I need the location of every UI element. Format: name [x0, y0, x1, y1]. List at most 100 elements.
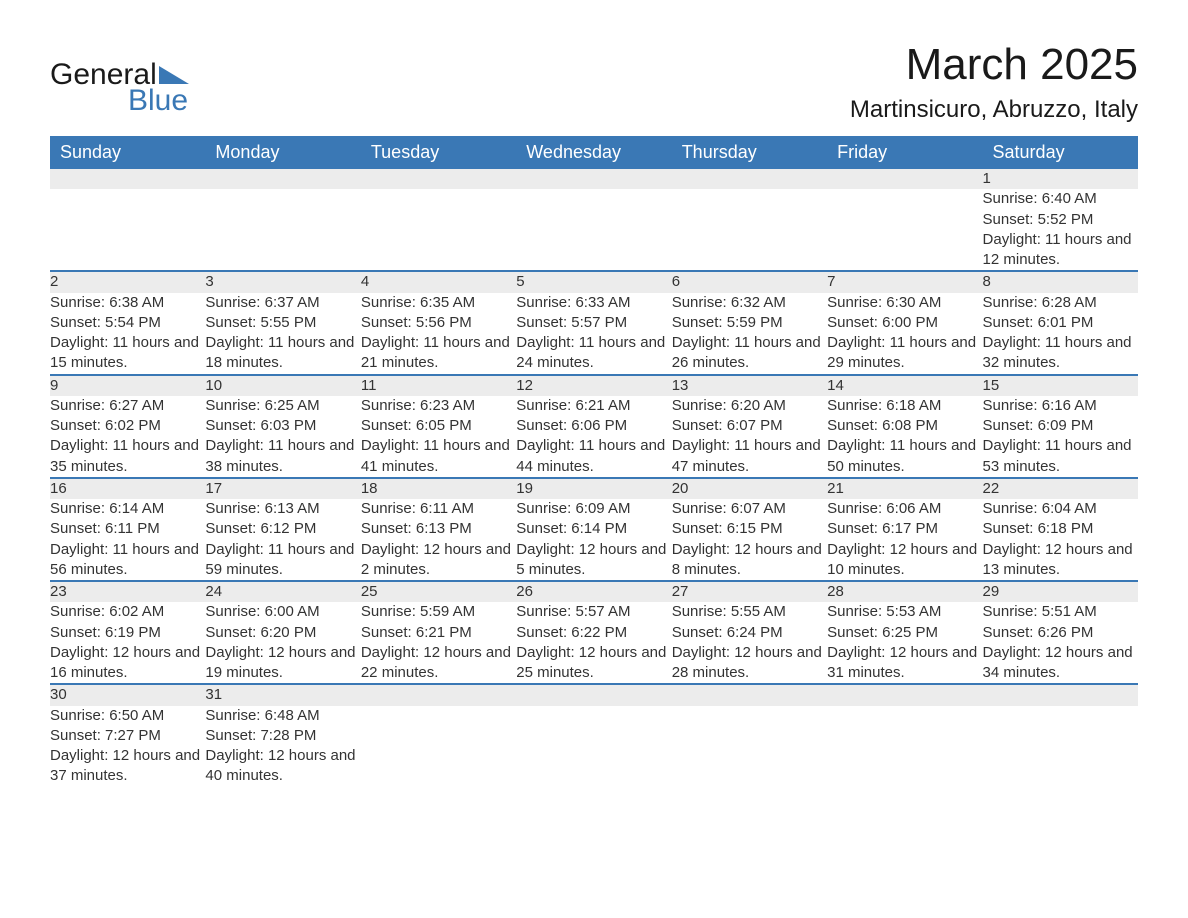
sunrise-line: Sunrise: 6:37 AM: [205, 293, 360, 313]
sunset-line: Sunset: 6:14 PM: [516, 519, 671, 539]
day-number-cell: 7: [827, 271, 982, 292]
day-number-cell: 10: [205, 375, 360, 396]
day-number-cell: 4: [361, 271, 516, 292]
sunrise-line: Sunrise: 6:18 AM: [827, 396, 982, 416]
sunrise-line: Sunrise: 6:38 AM: [50, 293, 205, 313]
day-detail-cell: Sunrise: 6:30 AMSunset: 6:00 PMDaylight:…: [827, 293, 982, 375]
month-title: March 2025: [850, 40, 1138, 90]
detail-row: Sunrise: 6:38 AMSunset: 5:54 PMDaylight:…: [50, 293, 1138, 375]
day-header: Wednesday: [516, 136, 671, 169]
day-detail-cell: Sunrise: 6:20 AMSunset: 6:07 PMDaylight:…: [672, 396, 827, 478]
day-number-cell: 15: [983, 375, 1138, 396]
daylight-line: Daylight: 12 hours and 8 minutes.: [672, 540, 827, 581]
daynum-row: 2345678: [50, 271, 1138, 292]
sunrise-line: Sunrise: 5:55 AM: [672, 602, 827, 622]
sunrise-line: Sunrise: 6:27 AM: [50, 396, 205, 416]
daylight-line: Daylight: 11 hours and 21 minutes.: [361, 333, 516, 374]
day-detail-cell: [672, 706, 827, 787]
sunset-line: Sunset: 6:20 PM: [205, 623, 360, 643]
daynum-row: 1: [50, 169, 1138, 189]
day-detail-cell: Sunrise: 5:57 AMSunset: 6:22 PMDaylight:…: [516, 602, 671, 684]
day-number-cell: 17: [205, 478, 360, 499]
sunrise-line: Sunrise: 6:30 AM: [827, 293, 982, 313]
day-detail-cell: Sunrise: 6:37 AMSunset: 5:55 PMDaylight:…: [205, 293, 360, 375]
day-number-cell: 5: [516, 271, 671, 292]
day-number-cell: [516, 169, 671, 189]
sunset-line: Sunset: 6:21 PM: [361, 623, 516, 643]
day-detail-cell: Sunrise: 6:32 AMSunset: 5:59 PMDaylight:…: [672, 293, 827, 375]
sunrise-line: Sunrise: 6:28 AM: [983, 293, 1138, 313]
daylight-line: Daylight: 12 hours and 19 minutes.: [205, 643, 360, 684]
day-number-cell: 19: [516, 478, 671, 499]
daylight-line: Daylight: 11 hours and 15 minutes.: [50, 333, 205, 374]
sunset-line: Sunset: 6:15 PM: [672, 519, 827, 539]
sunrise-line: Sunrise: 6:48 AM: [205, 706, 360, 726]
day-detail-cell: Sunrise: 6:23 AMSunset: 6:05 PMDaylight:…: [361, 396, 516, 478]
daylight-line: Daylight: 12 hours and 10 minutes.: [827, 540, 982, 581]
day-detail-cell: Sunrise: 6:40 AMSunset: 5:52 PMDaylight:…: [983, 189, 1138, 271]
daylight-line: Daylight: 12 hours and 37 minutes.: [50, 746, 205, 787]
sunset-line: Sunset: 6:07 PM: [672, 416, 827, 436]
day-detail-cell: Sunrise: 6:09 AMSunset: 6:14 PMDaylight:…: [516, 499, 671, 581]
day-header: Sunday: [50, 136, 205, 169]
day-detail-cell: [361, 706, 516, 787]
day-number-cell: 13: [672, 375, 827, 396]
sunset-line: Sunset: 5:52 PM: [983, 210, 1138, 230]
daylight-line: Daylight: 12 hours and 31 minutes.: [827, 643, 982, 684]
sunset-line: Sunset: 6:03 PM: [205, 416, 360, 436]
day-number-cell: 20: [672, 478, 827, 499]
day-detail-cell: [827, 189, 982, 271]
day-detail-cell: Sunrise: 6:27 AMSunset: 6:02 PMDaylight:…: [50, 396, 205, 478]
daylight-line: Daylight: 11 hours and 35 minutes.: [50, 436, 205, 477]
day-number-cell: 8: [983, 271, 1138, 292]
day-detail-cell: [205, 189, 360, 271]
sunrise-line: Sunrise: 6:09 AM: [516, 499, 671, 519]
day-number-cell: 31: [205, 684, 360, 705]
day-header: Thursday: [672, 136, 827, 169]
sunset-line: Sunset: 6:24 PM: [672, 623, 827, 643]
day-number-cell: 12: [516, 375, 671, 396]
sunset-line: Sunset: 6:08 PM: [827, 416, 982, 436]
day-detail-cell: Sunrise: 6:13 AMSunset: 6:12 PMDaylight:…: [205, 499, 360, 581]
day-number-cell: 27: [672, 581, 827, 602]
day-detail-cell: Sunrise: 5:55 AMSunset: 6:24 PMDaylight:…: [672, 602, 827, 684]
day-number-cell: 22: [983, 478, 1138, 499]
sunset-line: Sunset: 5:56 PM: [361, 313, 516, 333]
sunset-line: Sunset: 6:12 PM: [205, 519, 360, 539]
sunrise-line: Sunrise: 6:00 AM: [205, 602, 360, 622]
day-detail-cell: [361, 189, 516, 271]
sunset-line: Sunset: 6:17 PM: [827, 519, 982, 539]
sunrise-line: Sunrise: 6:50 AM: [50, 706, 205, 726]
day-detail-cell: Sunrise: 6:33 AMSunset: 5:57 PMDaylight:…: [516, 293, 671, 375]
sunrise-line: Sunrise: 6:35 AM: [361, 293, 516, 313]
day-header: Tuesday: [361, 136, 516, 169]
day-number-cell: 21: [827, 478, 982, 499]
daylight-line: Daylight: 11 hours and 47 minutes.: [672, 436, 827, 477]
detail-row: Sunrise: 6:14 AMSunset: 6:11 PMDaylight:…: [50, 499, 1138, 581]
daylight-line: Daylight: 11 hours and 29 minutes.: [827, 333, 982, 374]
calendar-table: Sunday Monday Tuesday Wednesday Thursday…: [50, 136, 1138, 787]
sunset-line: Sunset: 6:22 PM: [516, 623, 671, 643]
sunset-line: Sunset: 5:57 PM: [516, 313, 671, 333]
day-number-cell: 11: [361, 375, 516, 396]
day-detail-cell: [516, 189, 671, 271]
day-detail-cell: Sunrise: 5:51 AMSunset: 6:26 PMDaylight:…: [983, 602, 1138, 684]
daylight-line: Daylight: 11 hours and 41 minutes.: [361, 436, 516, 477]
daylight-line: Daylight: 12 hours and 25 minutes.: [516, 643, 671, 684]
sunrise-line: Sunrise: 6:21 AM: [516, 396, 671, 416]
detail-row: Sunrise: 6:27 AMSunset: 6:02 PMDaylight:…: [50, 396, 1138, 478]
daylight-line: Daylight: 12 hours and 28 minutes.: [672, 643, 827, 684]
daylight-line: Daylight: 12 hours and 5 minutes.: [516, 540, 671, 581]
day-detail-cell: Sunrise: 6:25 AMSunset: 6:03 PMDaylight:…: [205, 396, 360, 478]
sunset-line: Sunset: 6:00 PM: [827, 313, 982, 333]
sunrise-line: Sunrise: 6:14 AM: [50, 499, 205, 519]
detail-row: Sunrise: 6:02 AMSunset: 6:19 PMDaylight:…: [50, 602, 1138, 684]
daylight-line: Daylight: 12 hours and 2 minutes.: [361, 540, 516, 581]
day-detail-cell: [50, 189, 205, 271]
sunrise-line: Sunrise: 6:32 AM: [672, 293, 827, 313]
sunset-line: Sunset: 6:26 PM: [983, 623, 1138, 643]
daylight-line: Daylight: 11 hours and 59 minutes.: [205, 540, 360, 581]
sunset-line: Sunset: 7:27 PM: [50, 726, 205, 746]
daylight-line: Daylight: 12 hours and 22 minutes.: [361, 643, 516, 684]
sunrise-line: Sunrise: 6:25 AM: [205, 396, 360, 416]
